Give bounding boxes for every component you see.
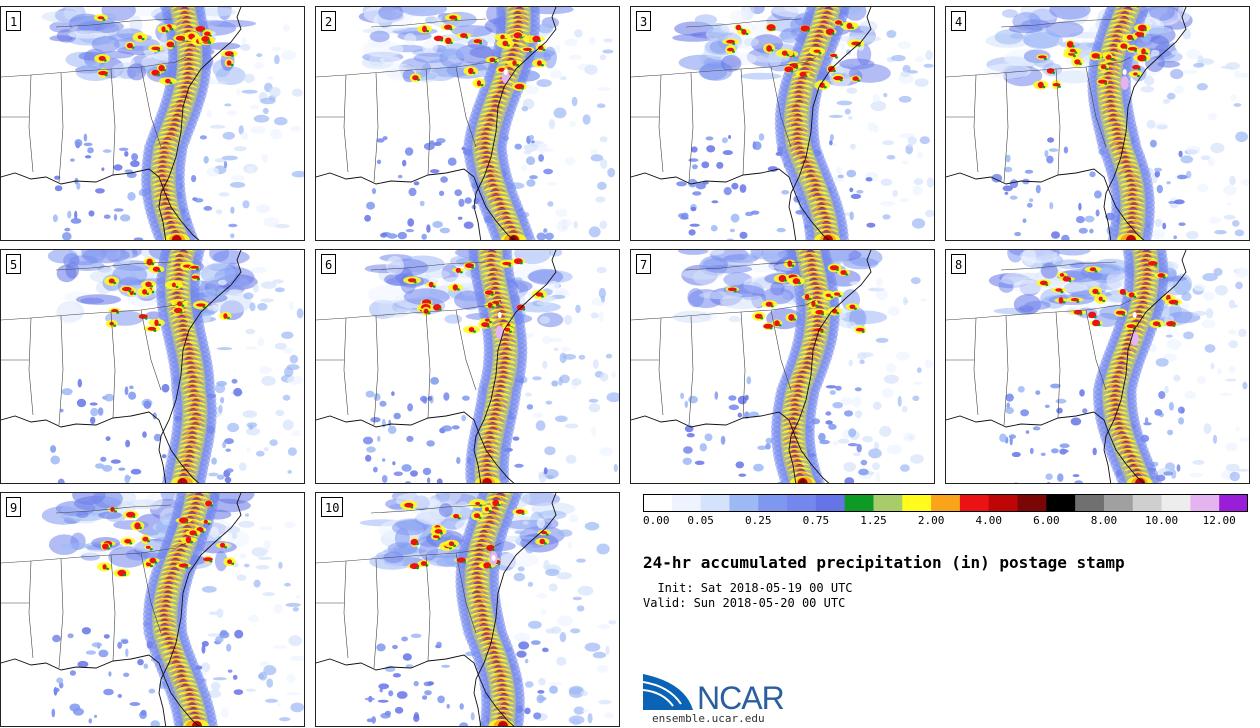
member-panel-4: 4 bbox=[945, 6, 1250, 241]
colorbar-tick-label: 0.00 bbox=[643, 514, 670, 527]
precip-map bbox=[1, 7, 304, 240]
precip-map bbox=[1, 493, 304, 726]
member-label: 7 bbox=[636, 254, 652, 274]
colorbar-swatch bbox=[844, 494, 874, 512]
colorbar-swatch bbox=[729, 494, 759, 512]
precip-map bbox=[631, 7, 934, 240]
colorbar-swatch bbox=[1132, 494, 1163, 512]
colorbar-swatch bbox=[787, 494, 817, 512]
precip-map bbox=[631, 250, 934, 483]
ensemble-url: ensemble.ucar.edu bbox=[652, 712, 765, 725]
member-panel-7: 7 bbox=[630, 249, 935, 484]
map-boundaries bbox=[946, 250, 1187, 483]
colorbar-swatch bbox=[671, 494, 702, 512]
colorbar-tick-label: 0.75 bbox=[802, 514, 830, 527]
member-panel-8: 8 bbox=[945, 249, 1250, 484]
member-panel-6: 6 bbox=[315, 249, 620, 484]
ncar-logo-icon bbox=[643, 674, 693, 710]
member-label: 6 bbox=[321, 254, 337, 274]
member-label: 5 bbox=[6, 254, 22, 274]
member-label: 1 bbox=[6, 11, 22, 31]
precip-map bbox=[316, 493, 617, 726]
colorbar-swatch bbox=[988, 494, 1019, 512]
map-boundaries bbox=[316, 250, 557, 483]
colorbar-tick-labels: 0.00 0.05 0.25 0.75 1.25 2.00 4.00 6.00 8.00 10.0… bbox=[643, 514, 1260, 530]
colorbar-swatch bbox=[1161, 494, 1191, 512]
member-panel-1: 1 bbox=[0, 6, 305, 241]
map-boundaries bbox=[316, 493, 557, 726]
precip-map bbox=[1, 250, 304, 483]
precip-map bbox=[316, 7, 616, 240]
map-boundaries bbox=[1, 7, 242, 240]
member-panel-2: 2 bbox=[315, 6, 620, 241]
colorbar-tick-label: 4.00 bbox=[975, 514, 1002, 527]
precip-field bbox=[362, 250, 619, 483]
colorbar-tick-label: 6.00 bbox=[1033, 514, 1060, 527]
map-title: 24-hr accumulated precipitation (in) pos… bbox=[643, 553, 1125, 572]
colorbar-frame bbox=[643, 494, 1248, 512]
member-label: 3 bbox=[636, 11, 652, 31]
precip-field bbox=[983, 7, 1249, 240]
precip-colorbar bbox=[643, 494, 1248, 512]
member-panel-5: 5 bbox=[0, 249, 305, 484]
member-label: 2 bbox=[321, 11, 337, 31]
member-label: 10 bbox=[321, 497, 344, 517]
map-boundaries bbox=[631, 7, 872, 240]
colorbar-tick-label: 1.25 bbox=[860, 514, 887, 527]
member-label: 8 bbox=[951, 254, 967, 274]
member-panel-9: 9 bbox=[0, 492, 305, 727]
colorbar-swatch bbox=[758, 494, 788, 512]
precip-field bbox=[672, 250, 934, 483]
colorbar-swatch bbox=[1219, 494, 1248, 512]
colorbar-tick-label: 2.00 bbox=[917, 514, 945, 527]
colorbar-swatch bbox=[1017, 494, 1047, 512]
colorbar-tick-label: 0.25 bbox=[744, 514, 772, 527]
colorbar-tick-label: 10.00 bbox=[1145, 514, 1179, 527]
precip-map bbox=[946, 250, 1249, 483]
colorbar-tick-label: 8.00 bbox=[1090, 514, 1118, 527]
colorbar-tick-label: 0.05 bbox=[687, 514, 714, 527]
precip-field bbox=[41, 7, 304, 240]
colorbar-swatch bbox=[700, 494, 730, 512]
colorbar-swatch bbox=[931, 494, 961, 512]
colorbar-swatch bbox=[1075, 494, 1105, 512]
map-boundaries bbox=[631, 250, 872, 483]
colorbar-swatch bbox=[873, 494, 903, 512]
colorbar-swatch bbox=[1103, 494, 1134, 512]
member-label: 9 bbox=[6, 497, 22, 517]
precip-map bbox=[316, 250, 619, 483]
precip-field bbox=[358, 7, 616, 240]
precip-field bbox=[359, 493, 617, 726]
ncar-logo-text: NCAR bbox=[697, 680, 785, 716]
colorbar-swatch bbox=[1046, 494, 1076, 512]
precip-field bbox=[47, 250, 304, 483]
valid-time: Valid: Sun 2018-05-20 00 UTC bbox=[643, 596, 846, 610]
precip-map bbox=[946, 7, 1249, 240]
precip-field bbox=[988, 250, 1249, 483]
colorbar-swatch bbox=[815, 494, 846, 512]
colorbar-tick-label: 12.00 bbox=[1202, 514, 1236, 527]
init-time: Init: Sat 2018-05-19 00 UTC bbox=[643, 581, 853, 595]
map-boundaries bbox=[946, 7, 1187, 240]
colorbar-swatch bbox=[643, 494, 673, 512]
member-panel-3: 3 bbox=[630, 6, 935, 241]
map-boundaries bbox=[1, 493, 242, 726]
precip-field bbox=[672, 7, 934, 240]
map-boundaries bbox=[316, 7, 557, 240]
colorbar-swatch bbox=[959, 494, 990, 512]
precip-field bbox=[41, 493, 304, 726]
colorbar-swatch bbox=[902, 494, 932, 512]
member-label: 4 bbox=[951, 11, 967, 31]
map-boundaries bbox=[1, 250, 242, 483]
member-panel-10: 10 bbox=[315, 492, 620, 727]
colorbar-swatch bbox=[1190, 494, 1220, 512]
